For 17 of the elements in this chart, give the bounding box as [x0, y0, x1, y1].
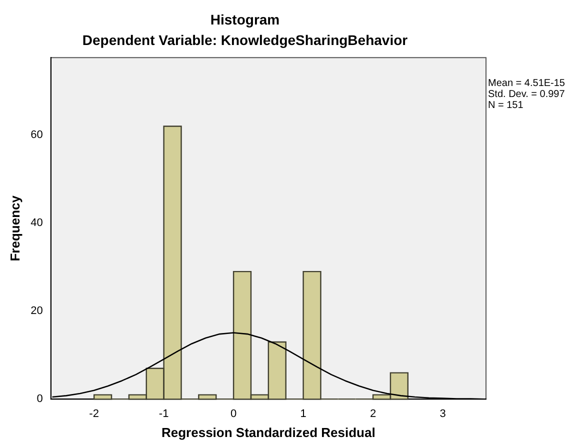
- y-tick-label: 60: [30, 129, 43, 142]
- x-tick-label: -1: [158, 408, 169, 420]
- x-tick-label: 3: [440, 408, 446, 420]
- y-tick-label: 40: [30, 217, 43, 230]
- x-axis-title: Regression Standardized Residual: [161, 424, 376, 440]
- x-tick-label: 1: [300, 408, 306, 420]
- x-tick-label: 0: [230, 408, 237, 420]
- x-tick-label: -2: [89, 408, 99, 420]
- x-tick-label: 2: [370, 408, 376, 420]
- text: Mean = 4.51E-15: [488, 78, 565, 89]
- text: Std. Dev. = 0.997: [488, 89, 565, 100]
- chart-subtitle: Dependent Variable: KnowledgeSharingBehavior: [82, 32, 408, 48]
- y-tick-label: 20: [30, 305, 43, 318]
- y-tick-label: 0: [36, 393, 43, 406]
- y-axis-title: Frequency: [7, 194, 22, 262]
- chart-title: Histogram: [210, 11, 280, 28]
- text: N = 151: [488, 100, 524, 111]
